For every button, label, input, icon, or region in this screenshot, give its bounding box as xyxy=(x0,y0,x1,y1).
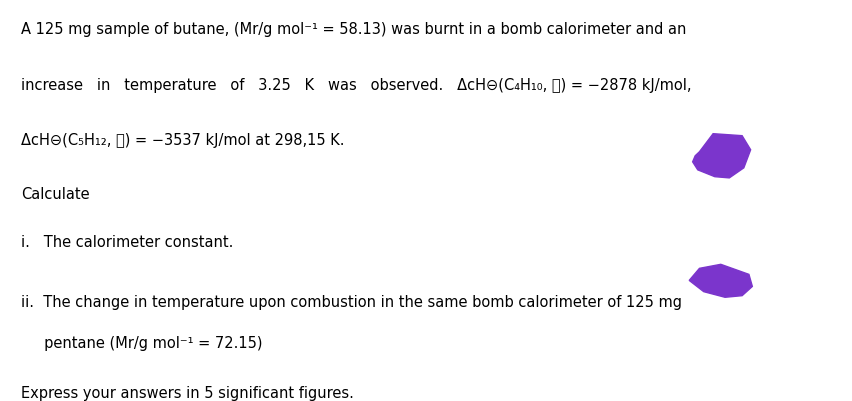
Polygon shape xyxy=(688,265,751,298)
Polygon shape xyxy=(692,134,750,178)
Text: pentane (Mr/g mol⁻¹ = 72.15): pentane (Mr/g mol⁻¹ = 72.15) xyxy=(21,335,262,350)
Text: i.   The calorimeter constant.: i. The calorimeter constant. xyxy=(21,235,233,249)
Text: Express your answers in 5 significant figures.: Express your answers in 5 significant fi… xyxy=(21,385,354,400)
Text: ii.  The change in temperature upon combustion in the same bomb calorimeter of 1: ii. The change in temperature upon combu… xyxy=(21,295,682,310)
Text: Calculate: Calculate xyxy=(21,186,89,201)
Text: ΔᴄH⊖(C₅H₁₂, 𝒢) = −3537 kJ/mol at 298,15 K.: ΔᴄH⊖(C₅H₁₂, 𝒢) = −3537 kJ/mol at 298,15 … xyxy=(21,132,344,147)
Text: increase   in   temperature   of   3.25   K   was   observed.   ΔᴄH⊖(C₄H₁₀, 𝒢) =: increase in temperature of 3.25 K was ob… xyxy=(21,78,691,93)
Text: A 125 mg sample of butane, (Mr/g mol⁻¹ = 58.13) was burnt in a bomb calorimeter : A 125 mg sample of butane, (Mr/g mol⁻¹ =… xyxy=(21,22,686,37)
